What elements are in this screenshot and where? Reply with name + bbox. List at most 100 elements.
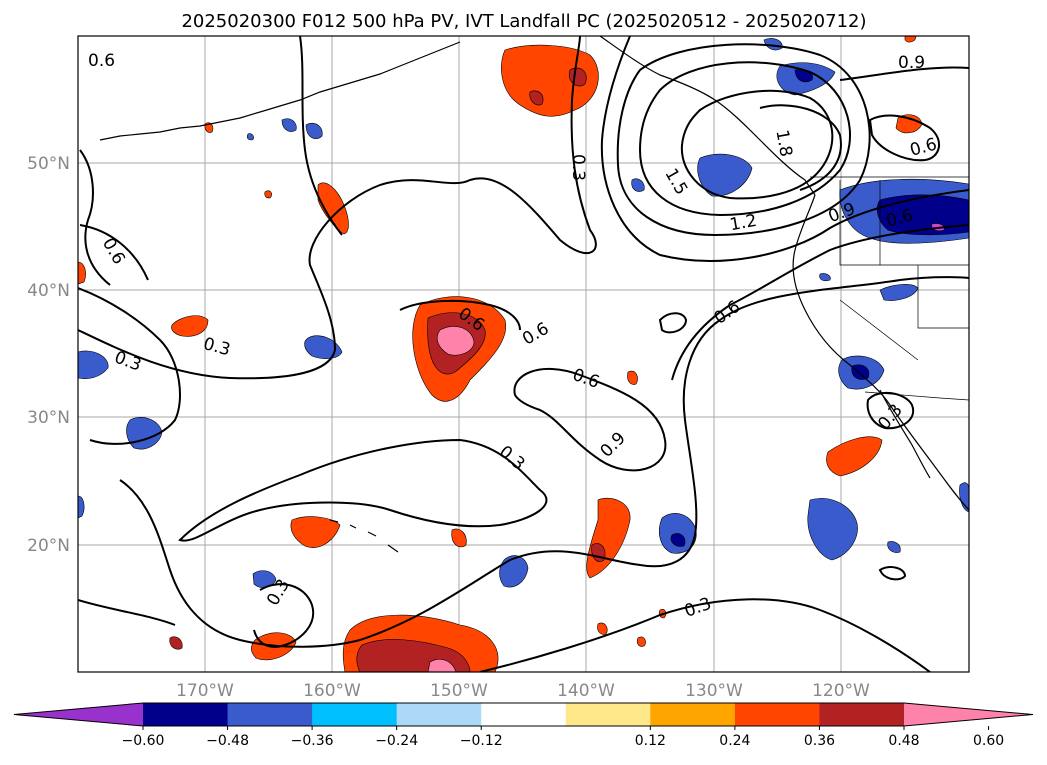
pv-contour [638,61,851,217]
positive-anomaly [169,636,183,650]
aleutian-coast [99,41,461,141]
mexico-border [864,391,969,401]
contour-label: 0.3 [568,154,588,181]
colorbar-tick-label: 0.48 [888,733,919,749]
alaska-coast [599,36,816,196]
positive-anomaly [627,370,638,385]
negative-anomaly [78,495,85,519]
negative-anomaly [807,498,858,561]
map-title: 2025020300 F012 500 hPa PV, IVT Landfall… [181,11,866,32]
lon-label: 120°W [812,681,870,701]
map-frame [77,35,970,673]
lon-label: 170°W [176,681,234,701]
pv-contour [78,599,176,626]
negative-anomaly [876,194,969,236]
colorbar-segment [143,703,229,726]
colorbar-tick-label: 0.24 [719,733,750,749]
negative-anomaly [281,118,297,132]
negative-anomaly [697,153,753,197]
colorbar-segment [565,703,651,726]
negative-anomaly [305,122,323,139]
negative-anomaly [631,178,645,192]
pv-contour [78,36,597,380]
negative-anomaly [670,533,686,547]
positive-anomaly [636,636,646,647]
pv-contour [866,391,915,430]
colorbar-tick-label: 0.12 [635,733,666,749]
pv-contour [671,224,969,381]
pv-contour [658,312,688,334]
pv-contour [299,36,343,236]
colorbar-tick-label: 0.60 [973,733,1004,749]
contour-label: 1.2 [728,211,758,235]
contour-label: 0.6 [88,51,115,71]
pv-contour [513,367,667,472]
positive-anomaly [451,528,467,548]
pv-contour [616,43,871,237]
colorbar-segment [312,703,398,726]
pv-contour [878,566,907,581]
lat-labels: 50°N 40°N 30°N 20°N [27,154,70,556]
colorbar-tick-label: −0.60 [122,733,165,749]
pv-contour [79,224,149,281]
hawaii-coast [329,519,399,553]
negative-anomaly [887,541,901,553]
colorbar-tick-label: −0.36 [291,733,334,749]
negative-anomaly [819,273,831,282]
pv-contour [79,149,111,286]
pv-contour [78,287,181,445]
pv-contour [759,104,842,191]
positive-anomaly [529,90,544,106]
negative-anomaly [304,335,343,359]
lon-label: 150°W [430,681,488,701]
positive-anomaly [78,261,86,285]
lon-label: 140°W [557,681,615,701]
colorbar-tick-label: −0.12 [460,733,503,749]
lat-label: 50°N [27,154,70,174]
positive-anomaly [427,659,457,672]
negative-anomaly [78,350,109,379]
positive-anomaly [171,315,209,337]
pv-contour [178,438,548,542]
pv-contour [868,114,940,162]
negative-anomaly [252,570,277,588]
positive-anomaly [264,190,272,199]
colorbar-extend-high [904,703,1033,726]
lon-label: 160°W [303,681,361,701]
positive-anomaly [597,622,608,635]
state-borders [839,180,969,361]
pv-contour [839,66,969,81]
pv-contour [600,36,969,262]
pv-contour [119,276,969,648]
colorbar-segment [481,703,567,726]
ivt-shading [78,36,969,672]
negative-anomaly [851,364,870,380]
baja-coast [879,389,931,479]
coastlines [99,36,969,553]
lat-label: 20°N [27,536,70,556]
pv-contour [253,583,315,648]
colorbar: −0.60 −0.48 −0.36 −0.24 −0.12 0.12 0.24 0.36 0.4… [13,702,1034,749]
colorbar-segment [734,703,820,726]
lat-label: 30°N [27,408,70,428]
north-america-coast [792,194,969,511]
negative-anomaly [959,482,969,513]
pv-contour [399,299,521,331]
colorbar-tick-label: −0.48 [206,733,249,749]
positive-anomaly [317,182,349,235]
lat-label: 40°N [27,281,70,301]
colorbar-extend-low [14,703,143,726]
colorbar-segment [396,703,482,726]
positive-anomaly [290,516,341,548]
colorbar-segment [650,703,736,726]
pv-contours [78,36,969,672]
colorbar-segment [227,703,313,726]
pv-contour [479,598,931,672]
pv-contour [680,89,834,200]
lon-label: 130°W [685,681,743,701]
positive-anomaly [501,44,599,117]
contour-label: 0.9 [898,53,925,73]
positive-anomaly [436,326,475,356]
colorbar-segment [819,703,905,726]
